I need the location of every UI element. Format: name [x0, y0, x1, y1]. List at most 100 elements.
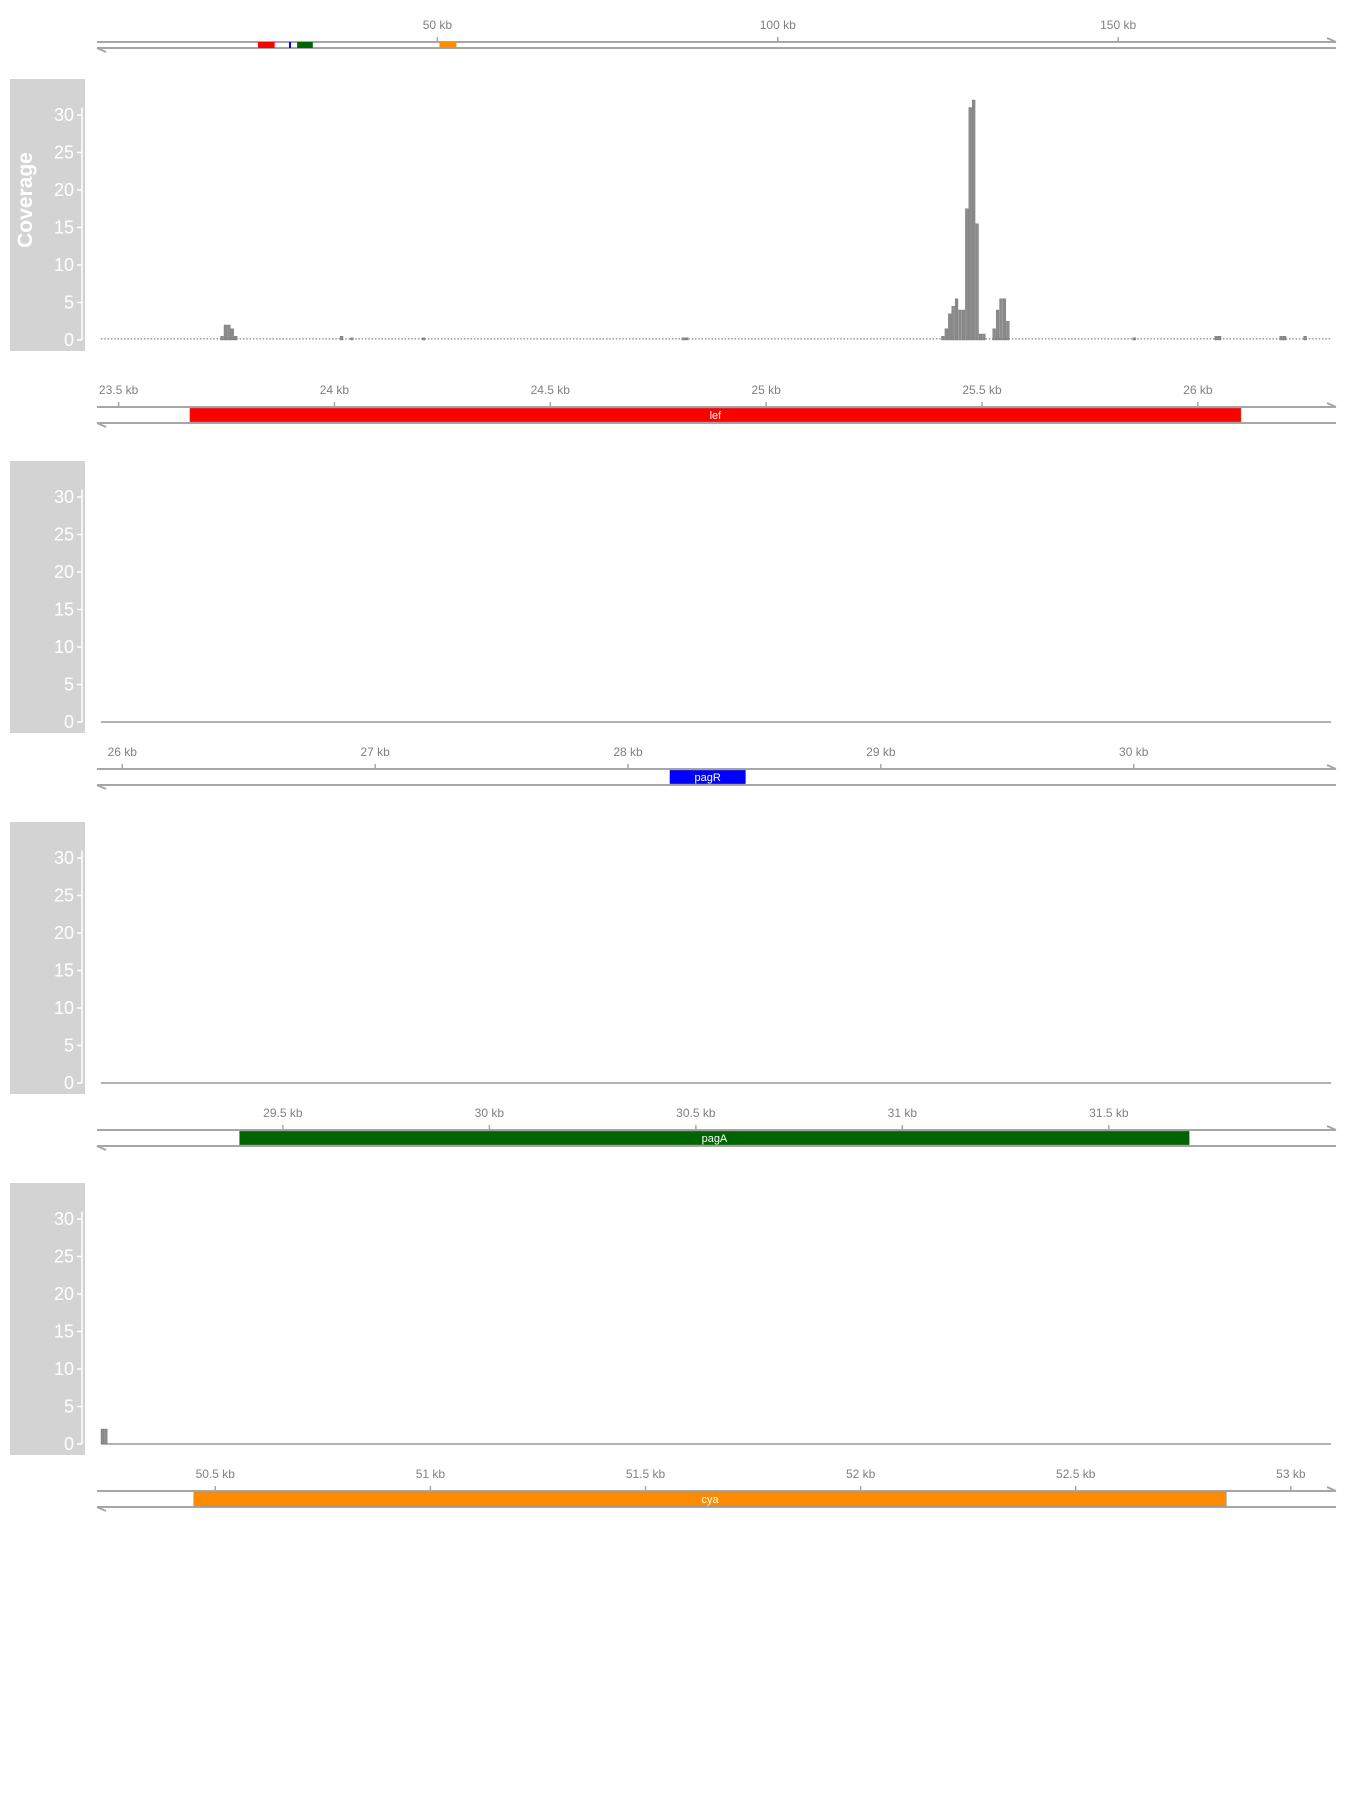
coverage-bar	[992, 328, 996, 341]
gene-axis-tick-label: 23.5 kb	[99, 383, 139, 397]
gene-axis-tick-label: 26 kb	[1183, 383, 1213, 397]
gene-axis-tick-label: 53 kb	[1276, 1467, 1306, 1481]
y-tick-label: 20	[54, 923, 74, 943]
gene-track-1: 23.5 kb 24 kb 24.5 kb 25 kb 25.5 kb 26 kb lef	[96, 383, 1337, 428]
gene-axis-tick-label: 28 kb	[613, 745, 643, 759]
coverage-bars	[101, 99, 1331, 341]
y-tick-label: 20	[54, 180, 74, 200]
y-tick-label: 5	[64, 1036, 74, 1056]
overview-gene-box	[439, 42, 457, 48]
gene-track-forward-arrowhead	[1326, 402, 1337, 408]
overview-gene-box	[258, 42, 275, 48]
gene-track-forward-arrowhead	[1326, 1125, 1337, 1131]
gene-name-label: lef	[710, 410, 723, 422]
gene-track-reverse-arrowhead	[96, 422, 107, 428]
gene-box	[189, 407, 1242, 423]
y-tick-label: 25	[54, 886, 74, 906]
y-tick-label: 0	[64, 1073, 74, 1093]
gene-box	[669, 769, 746, 785]
overview-tick-label: 50 kb	[423, 18, 453, 32]
y-tick-label: 30	[54, 848, 74, 868]
y-tick-label: 10	[54, 637, 74, 657]
panel-title-strip	[10, 461, 85, 733]
y-tick-label: 15	[54, 1322, 74, 1342]
gene-axis-tick-label: 24.5 kb	[531, 383, 571, 397]
panel-title-strip	[10, 822, 85, 1094]
y-tick-label: 30	[54, 487, 74, 507]
gene-axis-tick-label: 30.5 kb	[676, 1106, 716, 1120]
gene-track-4: 50.5 kb 51 kb 51.5 kb 52 kb 52.5 kb 53 kb cya	[96, 1467, 1337, 1512]
gene-track-2: 26 kb 27 kb 28 kb 29 kb 30 kb pagR	[96, 745, 1337, 790]
y-tick-label: 0	[64, 330, 74, 350]
coverage-bar	[681, 337, 685, 341]
y-tick-label: 20	[54, 562, 74, 582]
coverage-bar	[223, 324, 228, 341]
y-tick-label: 0	[64, 712, 74, 732]
coverage-bar	[972, 99, 976, 341]
y-tick-label: 10	[54, 998, 74, 1018]
coverage-bar	[227, 324, 231, 341]
y-axis-title: Coverage	[14, 152, 37, 248]
y-tick-label: 10	[54, 1359, 74, 1379]
gene-name-label: pagR	[695, 772, 721, 784]
coverage-bar	[968, 107, 972, 341]
y-tick-label: 15	[54, 600, 74, 620]
coverage-panel-2: 0 5 10 15 20 25 30	[10, 461, 1331, 733]
coverage-bar	[421, 337, 426, 341]
y-tick-label: 30	[54, 105, 74, 125]
coverage-bar	[339, 336, 344, 341]
coverage-bar	[951, 306, 955, 341]
overview-track: 50 kb 100 kb 150 kb	[96, 18, 1337, 53]
coverage-bars	[100, 1428, 1331, 1445]
overview-tick-label: 150 kb	[1100, 18, 1136, 32]
coverage-bar	[1214, 336, 1218, 341]
gene-box	[193, 1491, 1227, 1507]
gene-axis-tick-label: 24 kb	[320, 383, 350, 397]
overview-gene-box	[297, 42, 313, 48]
gene-box	[239, 1130, 1190, 1146]
gene-name-label: cya	[701, 1494, 719, 1506]
gene-track-reverse-arrowhead	[96, 1506, 107, 1512]
coverage-panel-4: 0 5 10 15 20 25 30	[10, 1183, 1331, 1455]
coverage-bar	[1279, 336, 1283, 341]
gene-axis-tick-label: 26 kb	[108, 745, 138, 759]
y-tick-label: 25	[54, 525, 74, 545]
coverage-bar	[954, 298, 959, 341]
coverage-bar	[1218, 336, 1222, 341]
y-tick-label: 30	[54, 1209, 74, 1229]
gene-axis-tick-label: 50.5 kb	[196, 1467, 236, 1481]
y-tick-label: 5	[64, 1397, 74, 1417]
gene-axis-tick-label: 31.5 kb	[1089, 1106, 1129, 1120]
overview-forward-arrowhead	[1326, 37, 1337, 43]
gene-axis-tick-label: 52.5 kb	[1056, 1467, 1096, 1481]
coverage-bar	[995, 309, 1000, 341]
y-tick-label: 20	[54, 1284, 74, 1304]
panel-title-strip	[10, 1183, 85, 1455]
coverage-bar	[220, 336, 224, 341]
gene-axis-tick-label: 30 kb	[1119, 745, 1149, 759]
coverage-bar	[1002, 298, 1007, 341]
coverage-bar	[948, 313, 952, 341]
y-tick-label: 5	[64, 675, 74, 695]
coverage-bar	[975, 223, 979, 341]
y-tick-label: 15	[54, 218, 74, 238]
coverage-bar	[941, 336, 945, 341]
gene-axis-tick-label: 25 kb	[751, 383, 781, 397]
coverage-bar	[104, 1428, 108, 1445]
coverage-bar	[685, 337, 689, 341]
y-tick-label: 5	[64, 293, 74, 313]
coverage-bar	[1303, 336, 1307, 341]
coverage-bar	[999, 298, 1003, 341]
coverage-bar	[978, 333, 983, 341]
panel-title-strip	[10, 79, 85, 351]
gene-track-3: 29.5 kb 30 kb 30.5 kb 31 kb 31.5 kb pagA	[96, 1106, 1337, 1151]
coverage-bar	[982, 333, 986, 341]
gene-axis-tick-label: 27 kb	[360, 745, 390, 759]
coverage-bar	[230, 328, 234, 341]
gene-track-reverse-arrowhead	[96, 1145, 107, 1151]
overview-reverse-arrowhead	[96, 47, 107, 53]
coverage-bar	[1132, 337, 1136, 341]
coverage-bar	[1282, 336, 1287, 341]
gene-track-reverse-arrowhead	[96, 784, 107, 790]
gene-track-forward-arrowhead	[1326, 764, 1337, 770]
